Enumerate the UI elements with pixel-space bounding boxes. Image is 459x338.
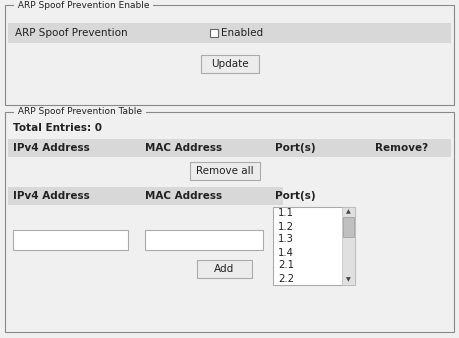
Text: Remove?: Remove? (375, 143, 428, 153)
Bar (343, 217, 354, 237)
Text: 1.4: 1.4 (278, 247, 294, 258)
Bar (8, 139, 451, 157)
Text: ARP Spoof Prevention Table: ARP Spoof Prevention Table (15, 107, 145, 117)
Text: 2.1: 2.1 (278, 261, 294, 270)
Bar (8, 187, 283, 205)
Text: Enabled: Enabled (221, 28, 263, 38)
Bar (197, 260, 252, 278)
Text: ARP Spoof Prevention Enable: ARP Spoof Prevention Enable (15, 0, 152, 9)
Bar (201, 55, 258, 73)
Text: ▼: ▼ (346, 277, 351, 283)
Text: Port(s): Port(s) (275, 143, 316, 153)
Text: IPv4 Address: IPv4 Address (13, 191, 90, 201)
Text: MAC Address: MAC Address (145, 143, 222, 153)
Bar (13, 230, 128, 250)
Bar (145, 230, 263, 250)
Text: Total Entries: 0: Total Entries: 0 (13, 123, 102, 133)
Text: Port(s): Port(s) (275, 191, 316, 201)
Bar (5, 5, 454, 105)
Text: 1.2: 1.2 (278, 221, 294, 232)
Text: Add: Add (214, 264, 235, 274)
Bar (190, 162, 259, 180)
Text: Remove all: Remove all (196, 166, 253, 176)
Text: MAC Address: MAC Address (145, 191, 222, 201)
Text: Update: Update (211, 59, 248, 69)
Bar (342, 207, 355, 285)
Text: ARP Spoof Prevention: ARP Spoof Prevention (15, 28, 128, 38)
Bar (210, 29, 218, 37)
Text: 1.3: 1.3 (278, 235, 294, 244)
Bar (8, 23, 451, 43)
Text: ▲: ▲ (346, 210, 351, 215)
Bar (273, 207, 355, 285)
Text: 2.2: 2.2 (278, 273, 294, 284)
Text: IPv4 Address: IPv4 Address (13, 143, 90, 153)
Bar (5, 112, 454, 332)
Text: 1.1: 1.1 (278, 209, 294, 218)
